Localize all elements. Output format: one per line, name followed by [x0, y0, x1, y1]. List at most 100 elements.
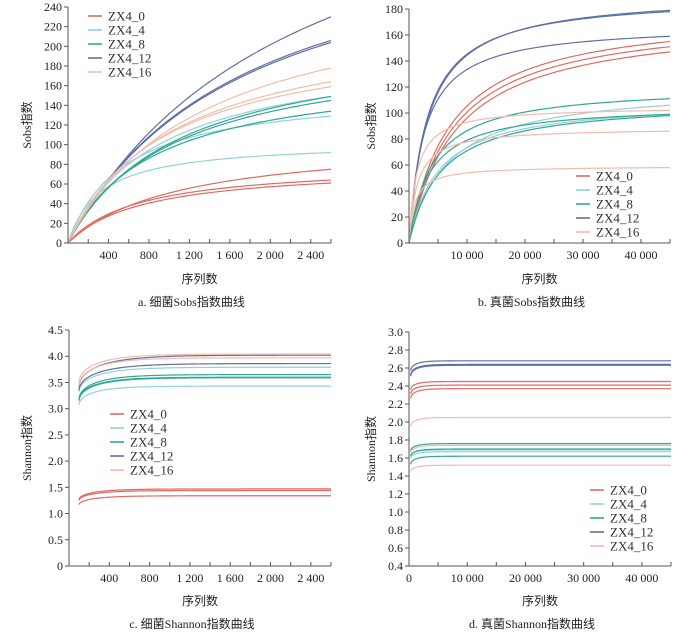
y-tick-label: 2.2 — [388, 397, 403, 411]
y-tick-label: 4.5 — [48, 323, 63, 337]
series-line-zx4-8 — [410, 455, 671, 465]
series-line-zx4-12 — [408, 35, 671, 244]
y-tick-label: 120 — [385, 80, 403, 94]
x-axis-title: 序列数 — [182, 593, 218, 608]
x-tick-label: 0 — [406, 571, 412, 585]
y-tick-label: 100 — [44, 138, 62, 152]
legend-label: ZX4_0 — [108, 9, 145, 24]
x-tick-label: 10 000 — [451, 248, 484, 262]
y-tick-label: 1.8 — [388, 433, 403, 447]
series-line-zx4-4 — [410, 449, 671, 456]
panel-d: 0.4 0.6 0.8 1.0 1.2 1.4 1.6 1.8 2.0 2.2 2.4 2.6 2.8 3… — [363, 325, 672, 631]
y-tick-label: 0 — [397, 236, 403, 250]
series-line-zx4-8 — [410, 443, 671, 451]
panel-caption: a. 细菌Sobs指数曲线 — [138, 294, 245, 309]
y-axis-title: Sobs指数 — [19, 101, 34, 148]
legend-label: ZX4_4 — [610, 497, 647, 512]
legend-label: ZX4_12 — [130, 449, 173, 464]
x-tick-label: 10 000 — [451, 571, 484, 585]
x-tick-label: 2 400 — [297, 571, 324, 585]
y-axis-title: Shannon指数 — [19, 415, 34, 481]
x-tick-label: 2 000 — [257, 248, 284, 262]
legend-label: ZX4_16 — [130, 463, 174, 478]
series-line-zx4-8 — [78, 373, 331, 400]
series-line-zx4-8 — [67, 99, 332, 244]
y-tick-label: 1.2 — [388, 487, 403, 501]
y-tick-label: 80 — [50, 157, 62, 171]
series-line-zx4-4 — [410, 451, 671, 459]
y-tick-label: 1.6 — [388, 451, 403, 465]
panel-a: 0 20 40 60 80 100 120 140 160 180 200 220 240 400 800 1… — [19, 0, 332, 309]
y-tick-label: 1.0 — [388, 505, 403, 519]
y-tick-label: 2.0 — [388, 415, 403, 429]
series-line-zx4-8 — [408, 113, 671, 244]
series-line-zx4-0 — [78, 489, 331, 501]
y-tick-label: 160 — [385, 28, 403, 42]
x-tick-label: 800 — [140, 248, 158, 262]
series-line-zx4-0 — [67, 182, 332, 244]
y-tick-label: 1.4 — [388, 469, 403, 483]
series-line-zx4-16 — [410, 416, 671, 427]
x-tick-label: 1 600 — [216, 248, 243, 262]
series-line-zx4-16 — [410, 464, 671, 472]
y-tick-label: 140 — [385, 54, 403, 68]
legend-label: ZX4_0 — [130, 407, 167, 422]
series-line-zx4-12 — [410, 360, 671, 371]
y-tick-label: 3.0 — [388, 325, 403, 339]
legend-label: ZX4_0 — [596, 169, 633, 184]
y-tick-label: 0.4 — [388, 559, 403, 573]
legend-label: ZX4_16 — [596, 225, 640, 240]
y-tick-label: 2.0 — [48, 454, 63, 468]
y-tick-label: 20 — [50, 216, 62, 230]
series-line-zx4-12 — [410, 364, 671, 377]
series-line-zx4-0 — [410, 380, 671, 390]
panel-caption: d. 真菌Shannon指数曲线 — [469, 616, 595, 631]
y-tick-label: 80 — [391, 132, 403, 146]
y-tick-label: 180 — [44, 59, 62, 73]
series-line-zx4-8 — [67, 110, 332, 244]
y-tick-label: 180 — [385, 2, 403, 16]
series-line-zx4-0 — [410, 388, 671, 399]
y-tick-label: 2.5 — [48, 428, 63, 442]
y-tick-label: 0.5 — [48, 533, 63, 547]
panel-c: 0 0.5 1.0 1.5 2.0 2.5 3.0 3.5 4.0 4.5 400 800 1 200 1… — [19, 323, 332, 631]
series-line-zx4-0 — [410, 384, 671, 395]
series-line-zx4-4 — [67, 95, 332, 244]
x-tick-label: 30 000 — [567, 248, 600, 262]
legend-label: ZX4_12 — [108, 51, 151, 66]
x-tick-label: 1 200 — [176, 571, 203, 585]
y-tick-label: 1.5 — [48, 480, 63, 494]
y-tick-label: 100 — [385, 106, 403, 120]
y-tick-label: 0.6 — [388, 541, 403, 555]
series-line-zx4-8 — [78, 377, 331, 401]
y-tick-label: 20 — [391, 210, 403, 224]
x-tick-label: 400 — [100, 571, 118, 585]
y-tick-label: 240 — [44, 0, 62, 14]
x-tick-label: 400 — [99, 248, 117, 262]
panel-b: 0 20 40 60 80 100 120 140 160 180 10 000 20 000 30 0… — [363, 2, 671, 309]
legend-label: ZX4_4 — [130, 421, 167, 436]
series-line-zx4-12 — [410, 363, 671, 376]
y-tick-label: 2.6 — [388, 361, 403, 375]
legend-label: ZX4_8 — [108, 37, 145, 52]
series-line-zx4-16 — [78, 357, 331, 386]
x-tick-label: 2 000 — [257, 571, 284, 585]
series-line-zx4-4 — [67, 115, 332, 244]
y-tick-label: 2.4 — [388, 379, 403, 393]
y-tick-label: 0 — [57, 559, 63, 573]
legend-label: ZX4_0 — [610, 483, 647, 498]
series-line-zx4-4 — [408, 113, 671, 244]
y-tick-label: 40 — [391, 184, 403, 198]
x-tick-label: 40 000 — [625, 248, 658, 262]
legend-label: ZX4_4 — [596, 183, 633, 198]
series-line-zx4-16 — [408, 130, 671, 244]
legend-label: ZX4_12 — [596, 211, 639, 226]
y-tick-label: 140 — [44, 98, 62, 112]
y-axis-title: Shannon指数 — [363, 416, 378, 482]
legend-label: ZX4_8 — [610, 511, 647, 526]
series-line-zx4-16 — [78, 353, 331, 383]
